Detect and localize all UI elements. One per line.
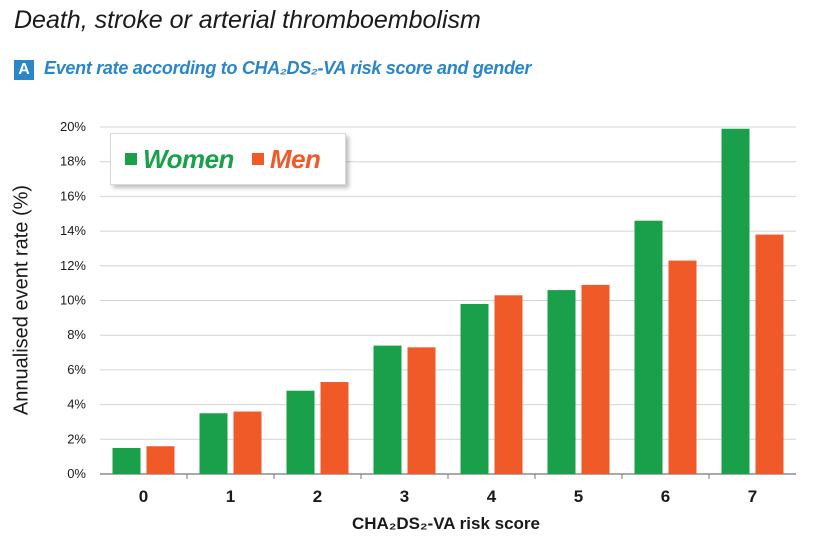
x-tick-label: 7 <box>748 487 757 506</box>
y-tick-label: 12% <box>60 258 86 273</box>
bar-women <box>373 345 402 474</box>
x-tick-label: 0 <box>139 487 148 506</box>
y-tick-label: 4% <box>67 397 86 412</box>
x-tick-label: 3 <box>400 487 409 506</box>
legend-label-women: Women <box>143 143 234 174</box>
y-tick-label: 0% <box>67 466 86 481</box>
legend-item-women: Women <box>125 144 234 175</box>
y-tick-label: 6% <box>67 362 86 377</box>
bar-women <box>112 447 141 474</box>
legend-label-men: Men <box>269 143 321 174</box>
y-tick-label: 18% <box>60 154 86 169</box>
chart-legend: Women Men <box>110 133 346 185</box>
x-tick-label: 6 <box>661 487 670 506</box>
bar-men <box>407 347 436 474</box>
x-tick-label: 1 <box>226 487 235 506</box>
y-tick-label: 10% <box>60 293 86 308</box>
bar-women <box>286 390 315 474</box>
x-tick-label: 5 <box>574 487 583 506</box>
x-tick-label: 4 <box>487 487 497 506</box>
y-tick-label: 2% <box>67 431 86 446</box>
bar-men <box>233 411 262 474</box>
bar-men <box>494 295 523 474</box>
y-tick-label: 14% <box>60 223 86 238</box>
bar-women <box>547 290 576 474</box>
bar-women <box>721 128 750 475</box>
legend-swatch-men <box>251 153 264 165</box>
y-tick-label: 8% <box>67 327 86 342</box>
x-tick-label: 2 <box>313 487 322 506</box>
chart-subtitle: Event rate according to CHA₂DS₂-VA risk … <box>44 58 532 78</box>
bar-men <box>668 260 697 474</box>
legend-item-men: Men <box>251 143 321 175</box>
y-tick-label: 20% <box>60 119 86 134</box>
bar-men <box>146 446 175 474</box>
bar-women <box>634 220 663 474</box>
chart-main-title: Death, stroke or arterial thromboembolis… <box>14 6 481 34</box>
bar-men <box>320 382 349 474</box>
panel-badge: A <box>14 60 34 80</box>
bar-women <box>460 303 489 474</box>
bar-women <box>199 413 228 474</box>
bar-men <box>755 234 784 474</box>
bar-men <box>581 284 610 474</box>
y-tick-label: 16% <box>60 188 86 203</box>
x-axis-label: CHA₂DS₂-VA risk score <box>352 514 540 533</box>
legend-swatch-women <box>125 153 137 165</box>
